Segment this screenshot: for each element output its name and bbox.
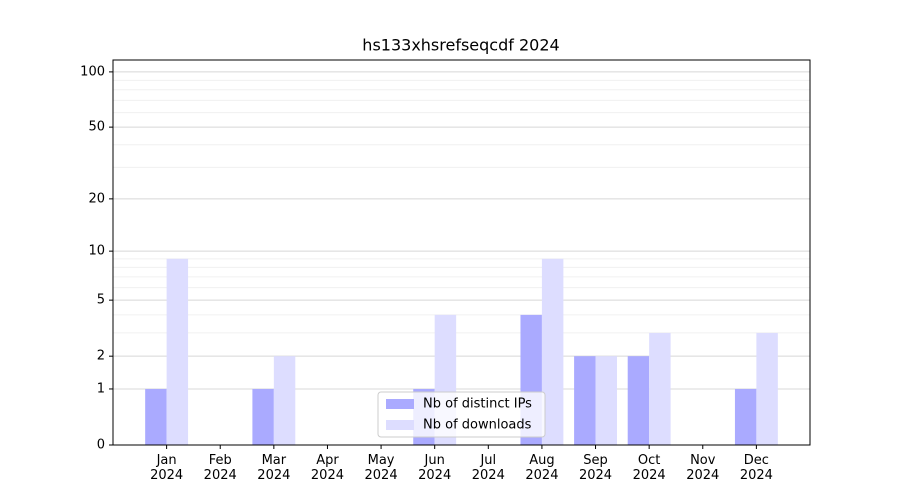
bar xyxy=(595,356,617,445)
legend-label: Nb of distinct IPs xyxy=(423,397,532,412)
bar xyxy=(252,388,274,445)
y-tick-label: 0 xyxy=(97,438,105,453)
y-tick-label: 2 xyxy=(97,349,105,364)
legend-swatch xyxy=(386,420,414,430)
bar xyxy=(627,356,650,445)
x-tick-label: Oct 2024 xyxy=(632,453,666,483)
x-tick-label: Aug 2024 xyxy=(525,453,559,483)
x-tick-label: Feb 2024 xyxy=(203,453,237,483)
y-tick-label: 100 xyxy=(80,64,105,79)
x-tick-label: Mar 2024 xyxy=(257,453,291,483)
legend: Nb of distinct IPs Nb of downloads xyxy=(377,391,546,438)
legend-frame xyxy=(377,391,546,438)
y-tick-label: 1 xyxy=(97,381,105,396)
bar xyxy=(273,356,296,445)
y-tick-label: 5 xyxy=(97,293,105,308)
bar xyxy=(649,332,671,445)
y-tick-label: 50 xyxy=(88,120,105,135)
chart-title: hs133xhsrefseqcdf 2024 xyxy=(362,36,559,55)
y-tick-label: 10 xyxy=(88,244,105,259)
legend-swatch xyxy=(386,399,414,409)
x-tick-label: Sep 2024 xyxy=(578,453,613,483)
y-tick-label: 20 xyxy=(88,191,105,206)
bar xyxy=(574,356,596,445)
x-tick-label: Apr 2024 xyxy=(310,453,344,483)
x-tick-label: Dec 2024 xyxy=(739,453,773,483)
plot-frame xyxy=(112,59,811,446)
x-tick-label: Jul 2024 xyxy=(471,453,505,483)
x-tick-label: Jan 2024 xyxy=(150,453,184,483)
x-tick-label: Nov 2024 xyxy=(686,453,720,483)
bar xyxy=(756,332,778,445)
bar xyxy=(145,388,167,445)
x-tick-label: Jun 2024 xyxy=(418,453,452,483)
legend-label: Nb of downloads xyxy=(423,418,532,433)
x-tick-label: May 2024 xyxy=(364,453,398,483)
bar xyxy=(734,388,757,445)
bar xyxy=(541,258,564,445)
bar xyxy=(166,258,189,445)
